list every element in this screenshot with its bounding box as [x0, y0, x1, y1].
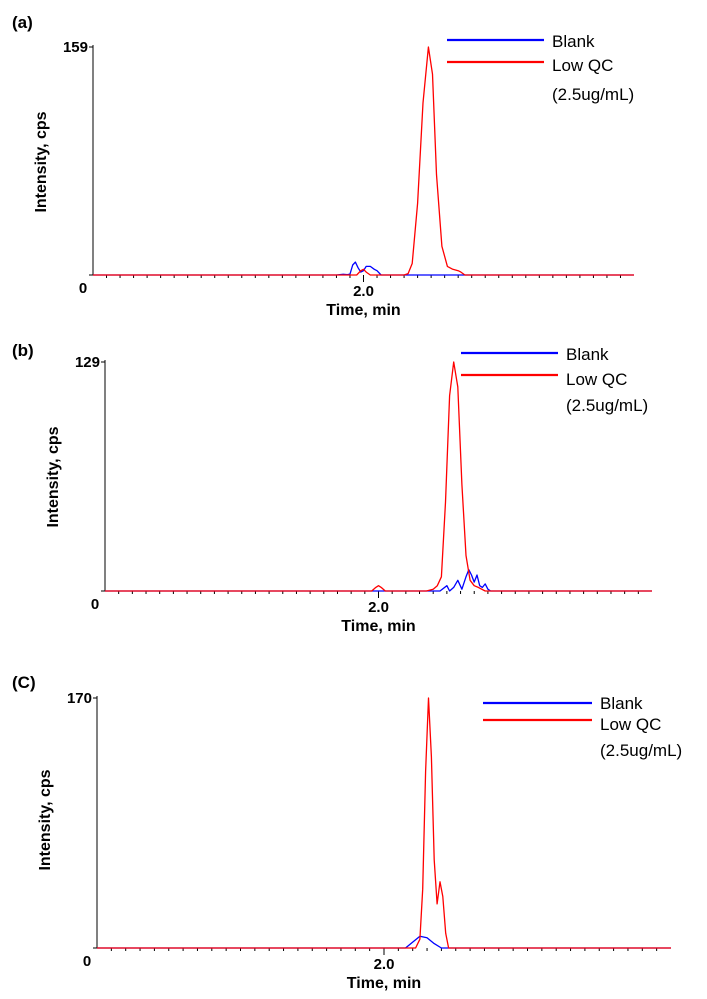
legend-label-blank: Blank [552, 32, 595, 51]
y-tick-label-max: 170 [67, 690, 92, 707]
x-axis-title: Time, min [326, 302, 400, 319]
low-qc-series-line [97, 697, 671, 949]
blank-series-line [93, 261, 634, 276]
legend-label-concentration: (2.5ug/mL) [566, 396, 648, 415]
low-qc-series-line [93, 46, 634, 276]
legend-label-low-qc: Low QC [600, 715, 661, 734]
legend-label-blank: Blank [600, 694, 643, 713]
legend-label-concentration: (2.5ug/mL) [552, 85, 634, 104]
y-tick-label-zero: 0 [79, 280, 87, 297]
y-axis-title: Intensity, cps [45, 426, 62, 527]
blank-series-line [97, 935, 671, 949]
legend-label-concentration: (2.5ug/mL) [600, 741, 682, 760]
y-tick-label-max: 159 [63, 39, 88, 56]
y-axis-title: Intensity, cps [33, 111, 50, 212]
panel-label: (a) [12, 13, 33, 32]
x-tick-label: 2.0 [374, 956, 395, 973]
blank-series-line [105, 569, 652, 592]
y-tick-label-max: 129 [75, 354, 100, 371]
legend-label-low-qc: Low QC [552, 56, 613, 75]
x-axis-title: Time, min [347, 975, 421, 992]
y-tick-label-zero: 0 [91, 596, 99, 613]
low-qc-series-line [105, 361, 652, 592]
panel-label: (C) [12, 673, 36, 692]
x-axis-title: Time, min [341, 618, 415, 635]
panel-label: (b) [12, 341, 34, 360]
x-tick-label: 2.0 [353, 283, 374, 300]
x-tick-label: 2.0 [368, 599, 389, 616]
legend-label-blank: Blank [566, 345, 609, 364]
y-tick-label-zero: 0 [83, 953, 91, 970]
y-axis-title: Intensity, cps [37, 769, 54, 870]
legend-label-low-qc: Low QC [566, 370, 627, 389]
